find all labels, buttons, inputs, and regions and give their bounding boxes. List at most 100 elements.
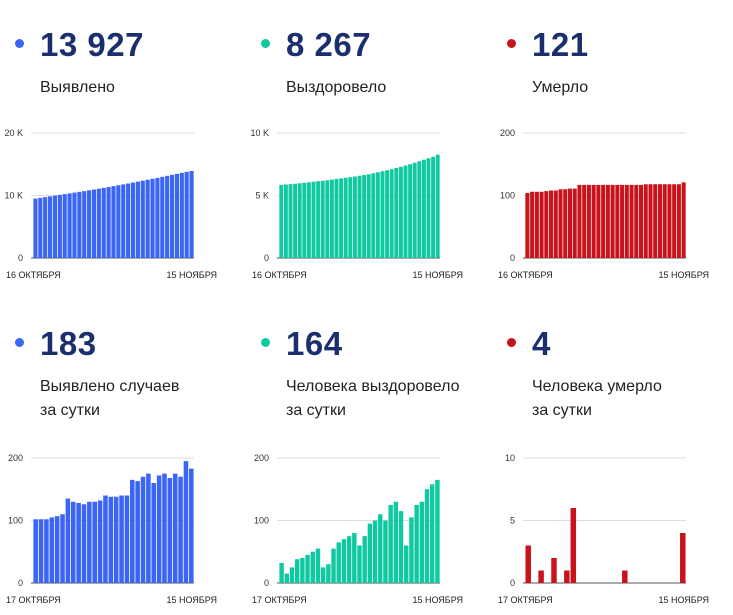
bar bbox=[680, 533, 686, 583]
detected-daily-label-line1: Выявлено случаев bbox=[40, 378, 180, 395]
x-start-label: 16 ОКТЯБРЯ bbox=[252, 270, 307, 280]
died-daily-label-line2: за сутки bbox=[532, 402, 592, 419]
bar bbox=[681, 182, 686, 258]
bar bbox=[320, 567, 326, 583]
bar bbox=[103, 495, 108, 583]
bar bbox=[426, 158, 431, 258]
bar bbox=[279, 563, 284, 583]
bar bbox=[162, 473, 167, 583]
y-tick-label: 0 bbox=[510, 578, 515, 588]
bar bbox=[124, 495, 130, 583]
bar bbox=[60, 514, 65, 583]
bar bbox=[316, 181, 321, 258]
bar bbox=[653, 184, 658, 258]
bar bbox=[62, 194, 67, 258]
bar bbox=[294, 559, 300, 583]
bar bbox=[293, 183, 298, 258]
bar bbox=[624, 184, 629, 258]
bar bbox=[54, 516, 60, 583]
detected-total: 13 927 bbox=[40, 26, 144, 63]
bar bbox=[150, 178, 155, 258]
died-cumulative-chart: 0 100 200 16 ОКТЯБРЯ 15 НОЯБРЯ bbox=[498, 128, 709, 280]
bar bbox=[412, 162, 417, 258]
bar bbox=[408, 164, 413, 258]
y-tick-label: 200 bbox=[254, 453, 269, 463]
bar bbox=[620, 184, 625, 258]
bar bbox=[435, 154, 440, 258]
bar bbox=[417, 161, 422, 258]
bar bbox=[326, 564, 331, 583]
bar bbox=[82, 191, 87, 258]
bar bbox=[430, 484, 435, 583]
bar bbox=[302, 182, 307, 258]
recovered-daily-label-line2: за сутки bbox=[286, 402, 346, 419]
bar bbox=[81, 504, 87, 583]
bar bbox=[57, 194, 62, 258]
bar bbox=[178, 476, 183, 583]
bar bbox=[108, 496, 114, 583]
bar bbox=[183, 461, 189, 583]
recovered-daily-total: 164 bbox=[286, 325, 343, 362]
bar bbox=[76, 503, 81, 583]
bar bbox=[570, 508, 577, 583]
recovered-total: 8 267 bbox=[286, 26, 372, 63]
bar bbox=[591, 184, 596, 258]
bar bbox=[378, 514, 383, 583]
bar bbox=[431, 156, 436, 258]
bar bbox=[49, 517, 55, 583]
y-tick-label: 5 K bbox=[255, 191, 269, 201]
bar bbox=[310, 551, 315, 583]
bar bbox=[544, 191, 549, 258]
bar bbox=[403, 165, 408, 258]
bar bbox=[179, 172, 184, 258]
bar bbox=[48, 196, 53, 258]
y-tick-label: 5 bbox=[510, 516, 515, 526]
y-tick-label: 10 bbox=[505, 453, 515, 463]
recovered-label: Выздоровело bbox=[286, 79, 387, 96]
y-tick-label: 0 bbox=[264, 253, 269, 263]
recovered-daily-chart: 0 100 200 17 ОКТЯБРЯ 15 НОЯБРЯ bbox=[252, 453, 463, 605]
y-tick-label: 10 K bbox=[4, 191, 23, 201]
bar bbox=[352, 176, 357, 258]
detected-daily-label-line2: за сутки bbox=[40, 402, 100, 419]
bar bbox=[279, 184, 284, 258]
bar bbox=[116, 185, 121, 258]
bar bbox=[155, 177, 160, 258]
bar bbox=[676, 184, 681, 258]
y-tick-label: 0 bbox=[18, 578, 23, 588]
died-daily-total: 4 bbox=[532, 325, 551, 362]
bar bbox=[424, 489, 430, 583]
detected-dot-icon bbox=[15, 39, 24, 48]
x-end-label: 15 НОЯБРЯ bbox=[658, 595, 709, 605]
x-end-label: 15 НОЯБРЯ bbox=[658, 270, 709, 280]
bar bbox=[421, 159, 426, 258]
bar bbox=[331, 548, 336, 583]
bar bbox=[306, 182, 311, 258]
bar bbox=[357, 545, 362, 583]
y-tick-label: 200 bbox=[8, 453, 23, 463]
bar bbox=[320, 180, 325, 258]
bar bbox=[283, 184, 288, 258]
bar bbox=[289, 567, 295, 583]
bar bbox=[657, 184, 662, 258]
bar bbox=[288, 184, 293, 258]
bar bbox=[325, 180, 330, 258]
bar bbox=[357, 175, 362, 258]
bar bbox=[667, 184, 672, 258]
bar bbox=[582, 184, 587, 258]
bar bbox=[380, 171, 385, 258]
bar bbox=[146, 473, 151, 583]
bar bbox=[96, 188, 101, 258]
x-start-label: 17 ОКТЯБРЯ bbox=[252, 595, 307, 605]
bar bbox=[534, 191, 539, 258]
bar bbox=[113, 496, 119, 583]
bar bbox=[336, 542, 341, 583]
bar bbox=[414, 504, 419, 583]
y-tick-label: 0 bbox=[18, 253, 23, 263]
bar bbox=[189, 468, 194, 583]
bar bbox=[169, 174, 175, 258]
bar bbox=[160, 176, 165, 258]
bar bbox=[91, 189, 97, 258]
bar bbox=[130, 182, 136, 258]
bar bbox=[622, 570, 628, 583]
